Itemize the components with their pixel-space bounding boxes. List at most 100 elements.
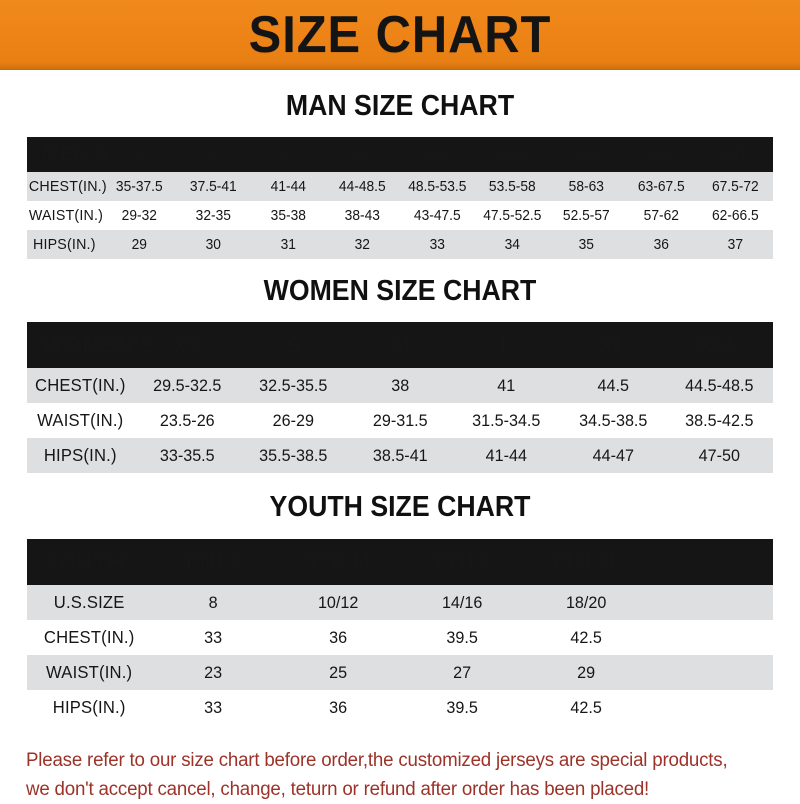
man-cell: 29 [103, 230, 174, 259]
youth-cell: 36 [279, 620, 397, 655]
man-cell: 37.5-41 [178, 172, 249, 201]
table-header-row: YOUTH YTH S YTH M YTH L YTH XL [27, 539, 773, 585]
youth-row-label: WAIST(IN.) [30, 655, 148, 690]
women-header-size: XS [136, 322, 237, 368]
women-cell: 44.5-48.5 [669, 368, 770, 403]
women-cell: 41-44 [456, 438, 557, 473]
man-cell: 37 [700, 230, 771, 259]
table-row: U.S.SIZE 8 10/12 14/16 18/20 [27, 585, 773, 620]
footer-disclaimer: Please refer to our size chart before or… [26, 747, 763, 804]
table-row: WAIST(IN.) 23 25 27 29 [27, 655, 773, 690]
women-cell: 26-29 [243, 403, 344, 438]
man-header-size: 3XL [476, 137, 547, 172]
youth-cell: 25 [279, 655, 397, 690]
youth-header-size: YTH L [403, 539, 521, 585]
man-header-size: S [103, 137, 174, 172]
youth-cell: 10/12 [279, 585, 397, 620]
youth-cell: 42.5 [527, 690, 645, 725]
man-header-size: 2XL [402, 137, 473, 172]
women-row-label: CHEST(IN.) [30, 368, 131, 403]
youth-cell: 23 [154, 655, 272, 690]
women-size-table: WOMEN'S XS S M L XL XXL CHEST(IN.) 29.5-… [27, 322, 773, 473]
youth-cell: 18/20 [527, 585, 645, 620]
man-size-table: MEN'S S M L XL 2XL 3XL 4XL 5XL 6XL CHEST… [27, 137, 773, 259]
youth-header-size: YTH S [154, 539, 272, 585]
youth-table-body: U.S.SIZE 8 10/12 14/16 18/20 CHEST(IN.) … [27, 585, 773, 725]
man-cell: 52.5-57 [551, 201, 622, 230]
youth-cell-empty [652, 585, 770, 620]
women-cell: 31.5-34.5 [456, 403, 557, 438]
youth-cell: 39.5 [403, 690, 521, 725]
table-row: HIPS(IN.) 33-35.5 35.5-38.5 38.5-41 41-4… [27, 438, 773, 473]
man-header-size: 6XL [700, 137, 771, 172]
women-cell: 23.5-26 [136, 403, 237, 438]
man-header-size: M [178, 137, 249, 172]
women-row-label: WAIST(IN.) [30, 403, 131, 438]
table-header-row: WOMEN'S XS S M L XL XXL [27, 322, 773, 368]
women-cell: 38.5-42.5 [669, 403, 770, 438]
women-cell: 35.5-38.5 [243, 438, 344, 473]
man-cell: 32-35 [178, 201, 249, 230]
man-cell: 41-44 [253, 172, 324, 201]
youth-row-label: U.S.SIZE [30, 585, 148, 620]
youth-cell: 33 [154, 690, 272, 725]
man-cell: 32 [327, 230, 398, 259]
table-row: WAIST(IN.) 23.5-26 26-29 29-31.5 31.5-34… [27, 403, 773, 438]
man-table-body: CHEST(IN.) 35-37.5 37.5-41 41-44 44-48.5… [27, 172, 773, 259]
youth-cell-empty [652, 690, 770, 725]
youth-header-size-empty [652, 539, 770, 585]
youth-size-table: YOUTH YTH S YTH M YTH L YTH XL U.S.SIZE … [27, 539, 773, 725]
man-table-header: MEN'S S M L XL 2XL 3XL 4XL 5XL 6XL [27, 137, 773, 172]
man-header-size: 4XL [551, 137, 622, 172]
youth-table-header: YOUTH YTH S YTH M YTH L YTH XL [27, 539, 773, 585]
women-header-size: XL [562, 322, 663, 368]
man-cell: 35-38 [253, 201, 324, 230]
man-cell: 53.5-58 [476, 172, 547, 201]
man-cell: 30 [178, 230, 249, 259]
youth-cell-empty [652, 655, 770, 690]
man-cell: 67.5-72 [700, 172, 771, 201]
man-cell: 36 [626, 230, 697, 259]
table-row: HIPS(IN.) 33 36 39.5 42.5 [27, 690, 773, 725]
women-cell: 34.5-38.5 [562, 403, 663, 438]
women-cell: 41 [456, 368, 557, 403]
man-cell: 29-32 [103, 201, 174, 230]
man-header-size: L [253, 137, 324, 172]
man-row-label: HIPS(IN.) [29, 230, 100, 259]
women-cell: 44-47 [562, 438, 663, 473]
youth-cell: 42.5 [527, 620, 645, 655]
women-cell: 29-31.5 [349, 403, 450, 438]
man-cell: 43-47.5 [402, 201, 473, 230]
man-cell: 58-63 [551, 172, 622, 201]
women-header-size: M [349, 322, 450, 368]
women-table-header: WOMEN'S XS S M L XL XXL [27, 322, 773, 368]
youth-cell-empty [652, 620, 770, 655]
youth-row-label: HIPS(IN.) [30, 690, 148, 725]
women-size-table-wrap: WOMEN'S XS S M L XL XXL CHEST(IN.) 29.5-… [27, 322, 773, 473]
women-cell: 47-50 [669, 438, 770, 473]
women-header-size: XXL [669, 322, 770, 368]
table-row: HIPS(IN.) 29 30 31 32 33 34 35 36 37 [27, 230, 773, 259]
page-title: SIZE CHART [249, 9, 552, 61]
man-header-row-label: MEN'S [29, 137, 100, 172]
man-cell: 62-66.5 [700, 201, 771, 230]
man-cell: 47.5-52.5 [476, 201, 547, 230]
man-cell: 33 [402, 230, 473, 259]
man-cell: 38-43 [327, 201, 398, 230]
table-row: WAIST(IN.) 29-32 32-35 35-38 38-43 43-47… [27, 201, 773, 230]
man-cell: 57-62 [626, 201, 697, 230]
man-cell: 63-67.5 [626, 172, 697, 201]
man-header-size: 5XL [626, 137, 697, 172]
youth-cell: 8 [154, 585, 272, 620]
man-cell: 34 [476, 230, 547, 259]
youth-header-size: YTH XL [527, 539, 645, 585]
man-cell: 31 [253, 230, 324, 259]
women-cell: 32.5-35.5 [243, 368, 344, 403]
table-row: CHEST(IN.) 35-37.5 37.5-41 41-44 44-48.5… [27, 172, 773, 201]
youth-row-label: CHEST(IN.) [30, 620, 148, 655]
youth-header-size: YTH M [279, 539, 397, 585]
youth-cell: 39.5 [403, 620, 521, 655]
women-cell: 29.5-32.5 [136, 368, 237, 403]
women-cell: 44.5 [562, 368, 663, 403]
